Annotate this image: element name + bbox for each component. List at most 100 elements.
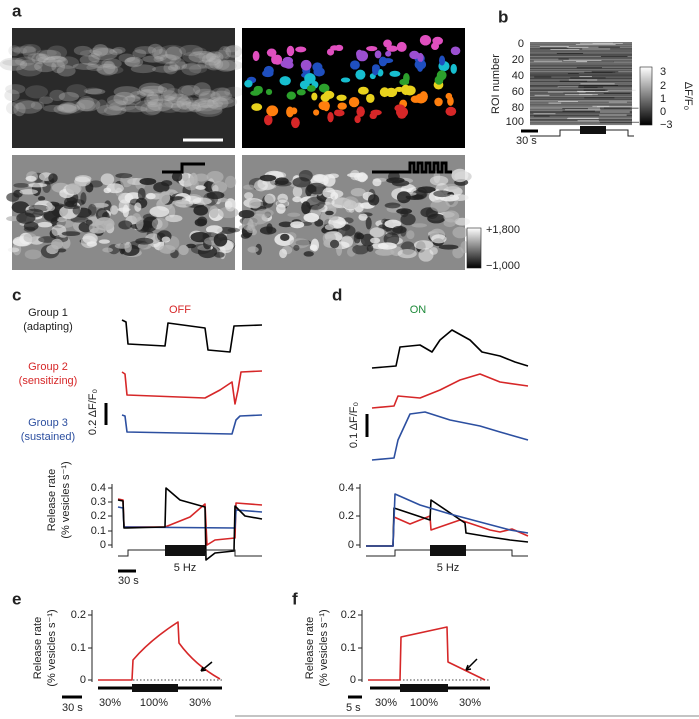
- heatmap-streak: [559, 80, 588, 82]
- heatmap-row: [530, 114, 632, 116]
- texture: [195, 102, 223, 115]
- heatmap-streak: [579, 76, 592, 78]
- texture: [204, 58, 224, 71]
- stimulus-bar: [132, 684, 178, 692]
- texture: [298, 170, 313, 182]
- texture: [216, 60, 244, 71]
- texture: [145, 192, 156, 200]
- texture: [34, 60, 57, 73]
- roi: [450, 63, 457, 74]
- texture: [88, 180, 103, 188]
- texture: [368, 194, 380, 206]
- texture: [137, 187, 146, 201]
- colorbar: [466, 227, 482, 269]
- texture: [259, 226, 277, 235]
- roi: [410, 95, 422, 103]
- texture: [222, 46, 239, 53]
- heatmap-row: [530, 45, 632, 46]
- texture: [147, 43, 163, 56]
- texture: [135, 100, 163, 112]
- heatmap-row: [530, 95, 632, 97]
- texture: [102, 247, 113, 253]
- heatmap-streak: [577, 120, 599, 122]
- roi: [296, 89, 306, 96]
- texture: [170, 101, 197, 113]
- texture: [214, 49, 230, 59]
- texture: [215, 59, 237, 72]
- texture: [46, 55, 66, 63]
- texture: [384, 219, 402, 229]
- heatmap-row: [530, 70, 632, 72]
- texture: [254, 179, 268, 192]
- heatmap-streak: [534, 76, 552, 78]
- panel-label: f: [292, 589, 298, 608]
- texture: [278, 221, 294, 228]
- texture: [145, 103, 161, 115]
- texture: [7, 247, 20, 253]
- texture: [135, 237, 154, 245]
- texture: [165, 214, 183, 223]
- heatmap-row: [530, 73, 632, 75]
- texture: [73, 45, 92, 56]
- texture: [224, 86, 244, 97]
- texture: [438, 244, 459, 250]
- y-ticks: 0.4 0.2 0: [339, 482, 354, 551]
- texture: [72, 63, 99, 70]
- y-axis: [88, 610, 93, 682]
- heatmap-row: [530, 121, 632, 123]
- heatmap-streak: [587, 61, 614, 63]
- roi: [434, 97, 443, 107]
- colorbar-label: +1,800: [486, 224, 520, 236]
- heatmap-row: [530, 65, 632, 67]
- heatmap-streak: [603, 92, 631, 94]
- texture: [151, 217, 169, 230]
- texture: [130, 91, 146, 99]
- texture: [101, 58, 122, 69]
- texture: [429, 247, 438, 255]
- y-axis: [358, 610, 363, 682]
- texture: [53, 104, 77, 115]
- texture: [167, 94, 194, 106]
- texture: [147, 98, 174, 112]
- texture: [164, 93, 189, 103]
- heatmap-row: [530, 104, 632, 106]
- texture: [124, 56, 144, 68]
- heatmap-row: [530, 111, 632, 113]
- texture: [397, 249, 417, 259]
- heatmap-row: [530, 51, 632, 52]
- texture: [0, 57, 28, 71]
- roi: [369, 112, 377, 120]
- texture: [160, 90, 177, 101]
- texture: [46, 45, 68, 60]
- group-kind: (sensitizing): [19, 375, 78, 387]
- texture: [113, 86, 141, 98]
- texture: [400, 227, 407, 237]
- texture: [163, 61, 179, 75]
- texture: [452, 226, 469, 239]
- heatmap-row: [530, 101, 632, 103]
- texture: [391, 180, 410, 187]
- texture: [303, 212, 320, 223]
- texture: [280, 233, 290, 241]
- roi: [252, 50, 260, 62]
- heatmap-row: [530, 43, 632, 45]
- roi: [318, 83, 330, 93]
- texture: [292, 185, 303, 198]
- texture: [46, 204, 56, 212]
- texture: [186, 101, 201, 110]
- roi: [431, 42, 440, 50]
- trace: [117, 487, 263, 561]
- texture: [194, 97, 215, 108]
- roi: [336, 94, 347, 101]
- axis-title: (% vesicles s⁻¹): [60, 461, 72, 538]
- roi: [394, 104, 406, 112]
- heatmap-streak: [562, 110, 595, 112]
- texture: [63, 204, 81, 210]
- texture: [48, 173, 58, 183]
- roi: [447, 96, 454, 106]
- heatmap-row: [530, 57, 632, 59]
- texture: [198, 50, 214, 63]
- scale-label: 30 s: [516, 135, 537, 147]
- texture: [201, 53, 221, 66]
- heatmap-row: [530, 51, 632, 53]
